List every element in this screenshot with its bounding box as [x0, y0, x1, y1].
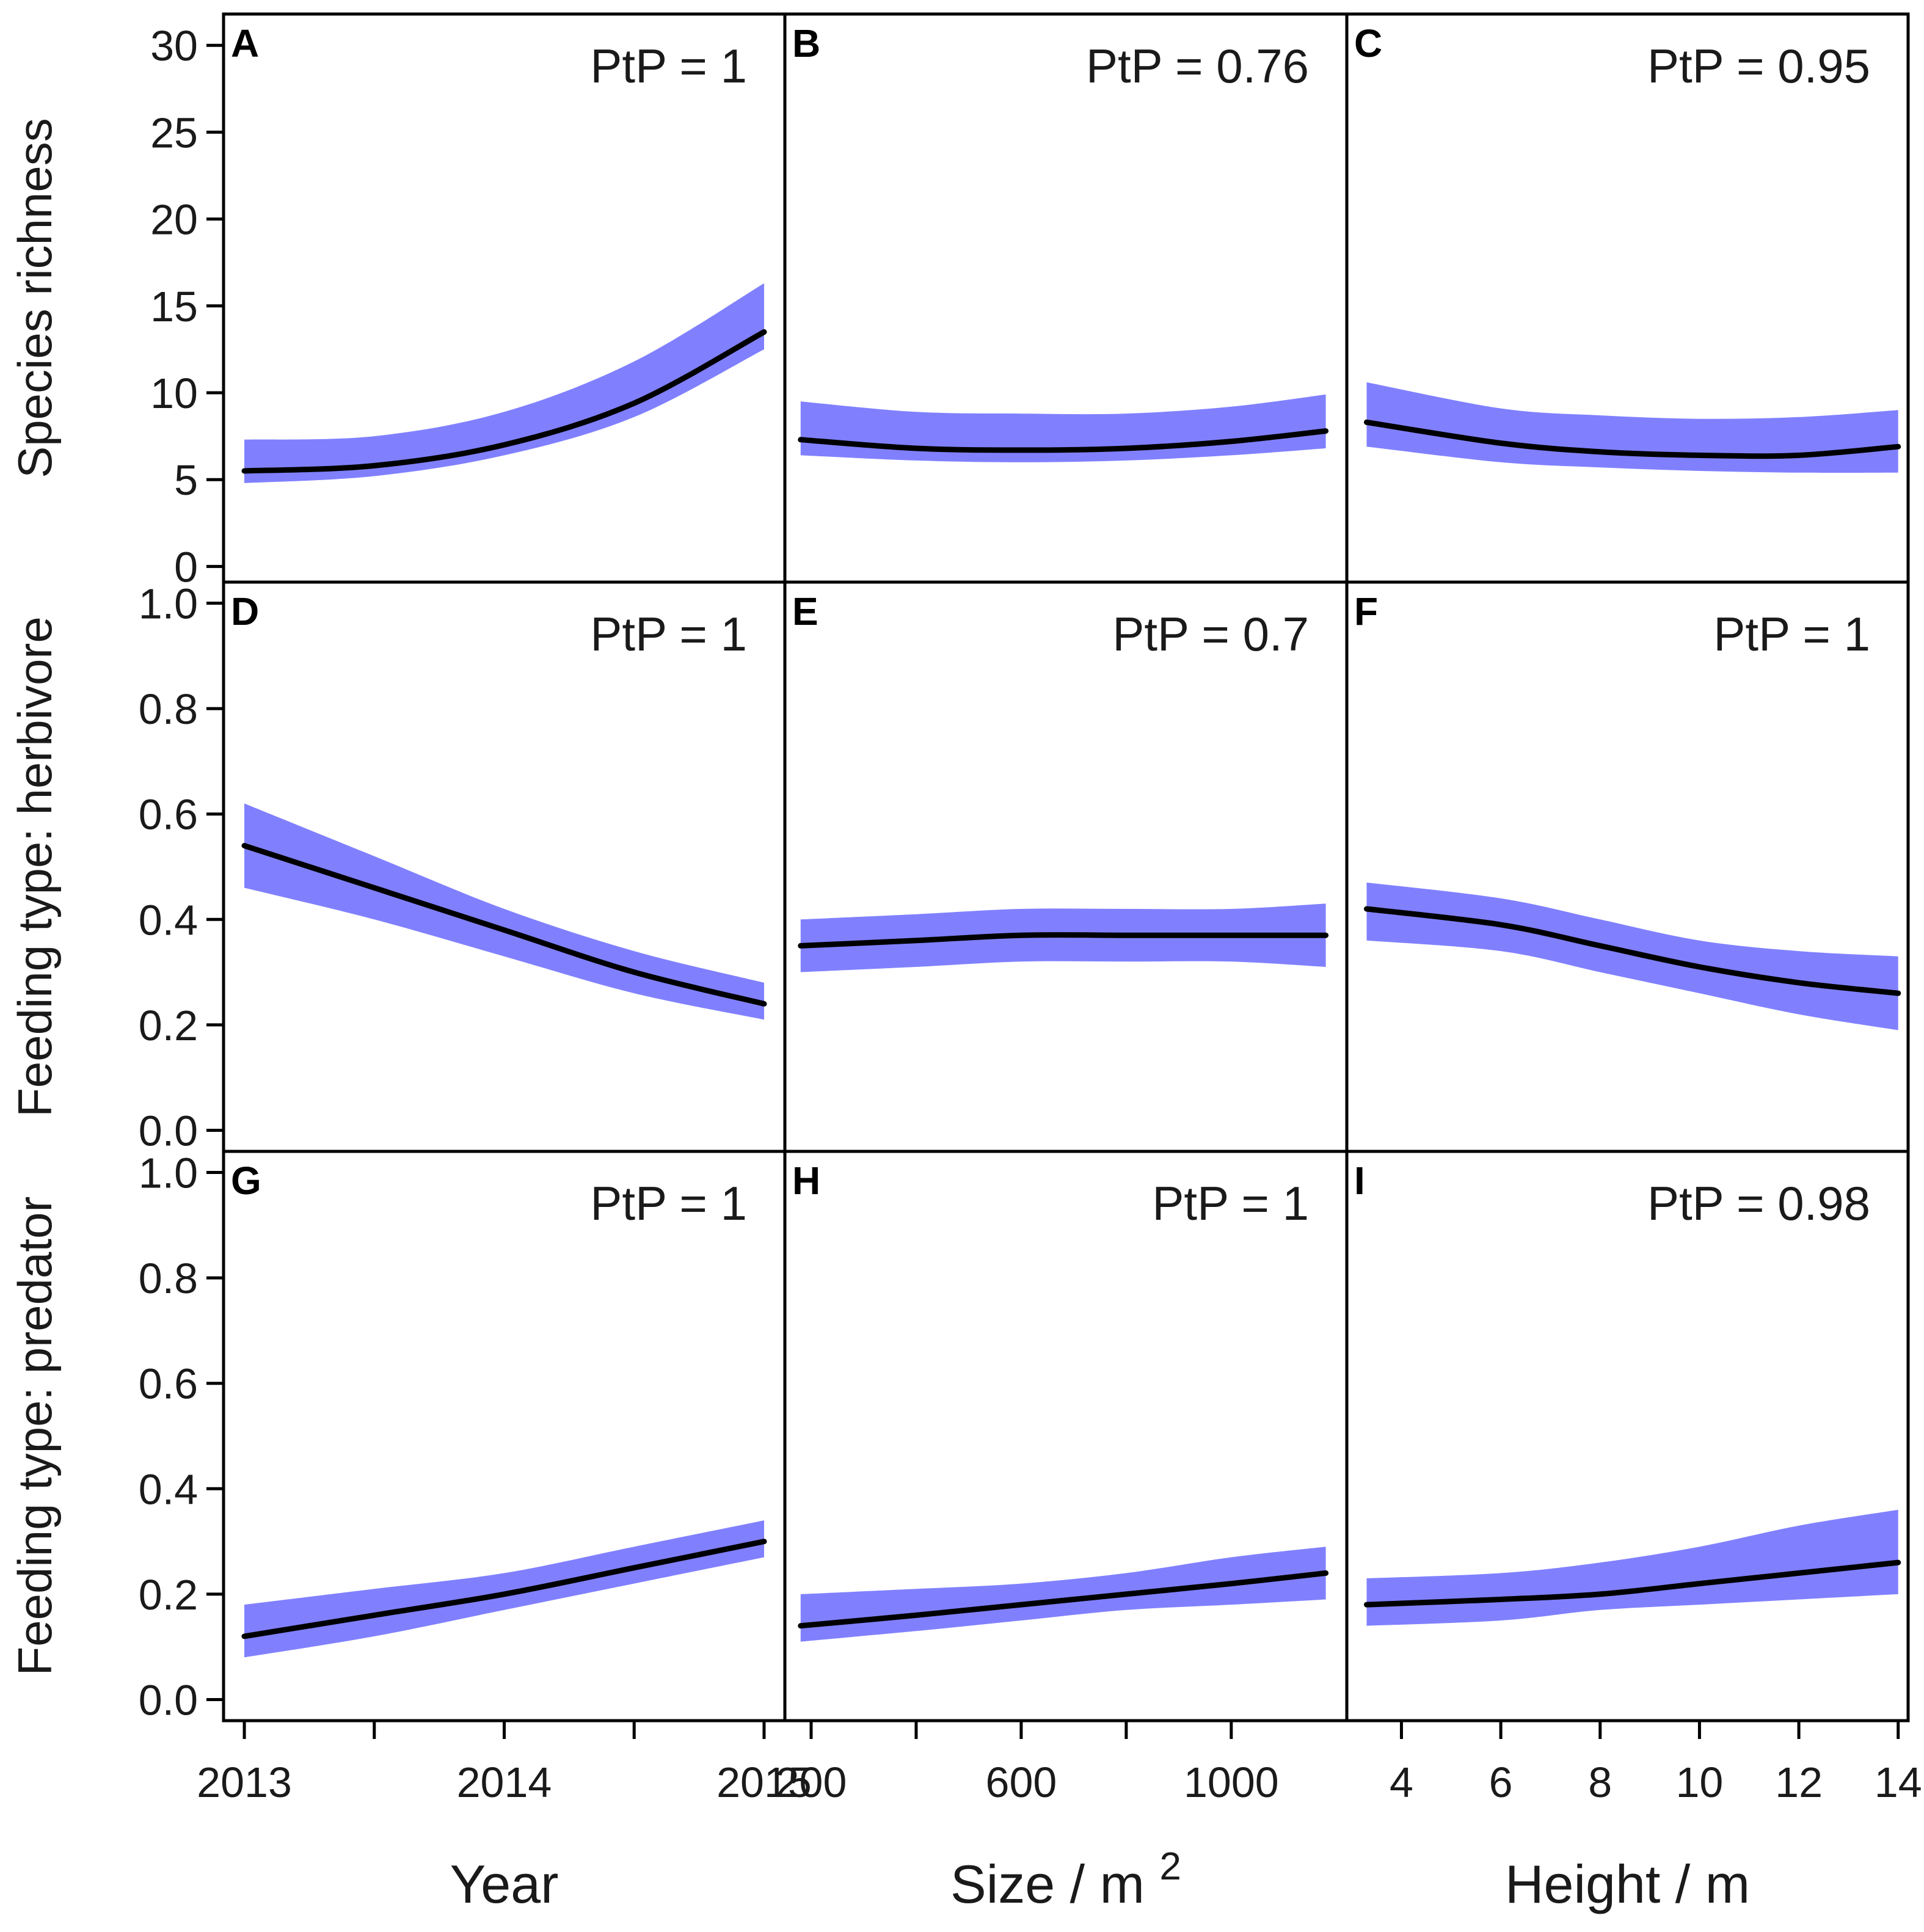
y-axis-title-row-2: Feeding type: herbivore	[8, 616, 62, 1117]
x-axis-title-main: Size / m	[950, 1854, 1159, 1914]
y-axis-row-1: 0 5 10 15 20 25 30 Species richness	[8, 22, 224, 591]
y-tick-label: 0.2	[139, 1571, 198, 1619]
mean-line-a	[241, 329, 767, 474]
y-tick-label: 0.8	[139, 1255, 198, 1302]
ptp-label-g: PtP = 1	[590, 1176, 747, 1230]
credible-band-h	[800, 1547, 1326, 1642]
x-tick-label: 2015	[716, 1759, 812, 1806]
credible-band-i	[1366, 1509, 1898, 1626]
y-axis-row-2: 0.0 0.2 0.4 0.6 0.8 1.0 Feeding type: herbivor…	[8, 580, 224, 1154]
panel-f: F PtP = 1	[1354, 589, 1901, 1030]
x-tick-label: 2014	[457, 1759, 552, 1806]
x-tick-label: 600	[986, 1759, 1057, 1806]
x-tick-label: 200	[776, 1759, 847, 1806]
panel-letter-h: H	[792, 1159, 820, 1203]
y-tick-label: 1.0	[139, 580, 198, 628]
mean-line-h	[798, 1570, 1329, 1629]
ptp-label-i: PtP = 0.98	[1647, 1176, 1870, 1230]
mean-line-e	[798, 932, 1329, 949]
y-tick-label: 0.4	[139, 1465, 198, 1513]
y-tick-label: 0.6	[139, 1360, 198, 1408]
y-axis-title-row-1: Species richness	[8, 118, 62, 478]
panel-c: C PtP = 0.95	[1354, 21, 1901, 473]
ptp-label-f: PtP = 1	[1713, 607, 1870, 661]
y-tick-label: 0.8	[139, 685, 198, 733]
mean-line-b	[798, 428, 1329, 453]
panel-letter-b: B	[792, 21, 820, 65]
ptp-label-a: PtP = 1	[590, 39, 747, 93]
y-tick-label: 25	[150, 109, 198, 156]
panel-i: I PtP = 0.98	[1354, 1159, 1901, 1626]
x-axis-col-3: 4 6 8 10 12 14 Height / m	[1390, 1721, 1922, 1914]
x-axis-title-col-2: Size / m 2	[950, 1844, 1181, 1914]
x-axis-col-1: 2013 2014 2015 Year	[197, 1721, 812, 1914]
y-tick-label: 1.0	[139, 1150, 198, 1197]
x-axis-title-col-3: Height / m	[1505, 1854, 1750, 1914]
mean-line-c	[1364, 419, 1901, 459]
panel-letter-g: G	[231, 1159, 261, 1203]
credible-band-a	[244, 283, 764, 483]
panel-e: E PtP = 0.7	[792, 589, 1329, 972]
x-tick-label: 14	[1875, 1759, 1922, 1806]
x-tick-label: 12	[1775, 1759, 1823, 1806]
mean-line-f	[1364, 906, 1901, 996]
y-tick-label: 5	[174, 456, 198, 504]
panel-letter-f: F	[1354, 589, 1378, 633]
credible-band-g	[244, 1520, 764, 1658]
panel-letter-e: E	[792, 589, 818, 633]
y-tick-label: 0	[174, 543, 198, 591]
panel-frames	[222, 12, 1910, 1722]
y-tick-label: 0.0	[139, 1676, 198, 1724]
outer-frame	[222, 12, 1910, 1722]
mean-line-d	[241, 843, 767, 1007]
mean-line-i	[1364, 1559, 1901, 1608]
x-axis-title-col-1: Year	[450, 1854, 559, 1914]
ptp-label-c: PtP = 0.95	[1647, 39, 1870, 93]
y-tick-label: 0.6	[139, 791, 198, 839]
y-tick-label: 0.2	[139, 1002, 198, 1049]
y-tick-label: 0.0	[139, 1107, 198, 1154]
panel-a: A PtP = 1	[231, 21, 767, 483]
credible-band-e	[800, 903, 1326, 972]
y-tick-label: 30	[150, 22, 198, 70]
ptp-label-b: PtP = 0.76	[1086, 39, 1309, 93]
credible-band-f	[1366, 882, 1898, 1030]
x-tick-label: 8	[1588, 1759, 1612, 1806]
panel-letter-i: I	[1354, 1159, 1365, 1203]
y-axis-title-row-3: Feeding type: predator	[8, 1197, 62, 1676]
y-tick-label: 15	[150, 283, 198, 330]
y-tick-label: 0.4	[139, 896, 198, 944]
x-tick-label: 2013	[197, 1759, 292, 1806]
panel-letter-c: C	[1354, 21, 1382, 65]
panel-g: G PtP = 1	[231, 1159, 767, 1658]
panel-letter-d: D	[231, 589, 259, 633]
panel-h: H PtP = 1	[792, 1159, 1329, 1642]
credible-band-c	[1366, 382, 1898, 473]
panel-d: D PtP = 1	[231, 589, 767, 1020]
ptp-label-e: PtP = 0.7	[1112, 607, 1309, 661]
x-axis-title-superscript: 2	[1159, 1844, 1181, 1888]
x-tick-label: 10	[1675, 1759, 1723, 1806]
y-axis-row-3: 0.0 0.2 0.4 0.6 0.8 1.0 Feeding type: predator	[8, 1150, 224, 1724]
x-tick-label: 1000	[1184, 1759, 1279, 1806]
ptp-label-d: PtP = 1	[590, 607, 747, 661]
panel-b: B PtP = 0.76	[792, 21, 1329, 462]
x-tick-label: 4	[1390, 1759, 1413, 1806]
credible-band-d	[244, 803, 764, 1020]
x-tick-label: 6	[1489, 1759, 1513, 1806]
panel-letter-a: A	[231, 21, 259, 65]
y-tick-label: 20	[150, 196, 198, 244]
y-tick-label: 10	[150, 370, 198, 417]
ptp-label-h: PtP = 1	[1152, 1176, 1309, 1230]
mean-line-g	[241, 1539, 767, 1639]
